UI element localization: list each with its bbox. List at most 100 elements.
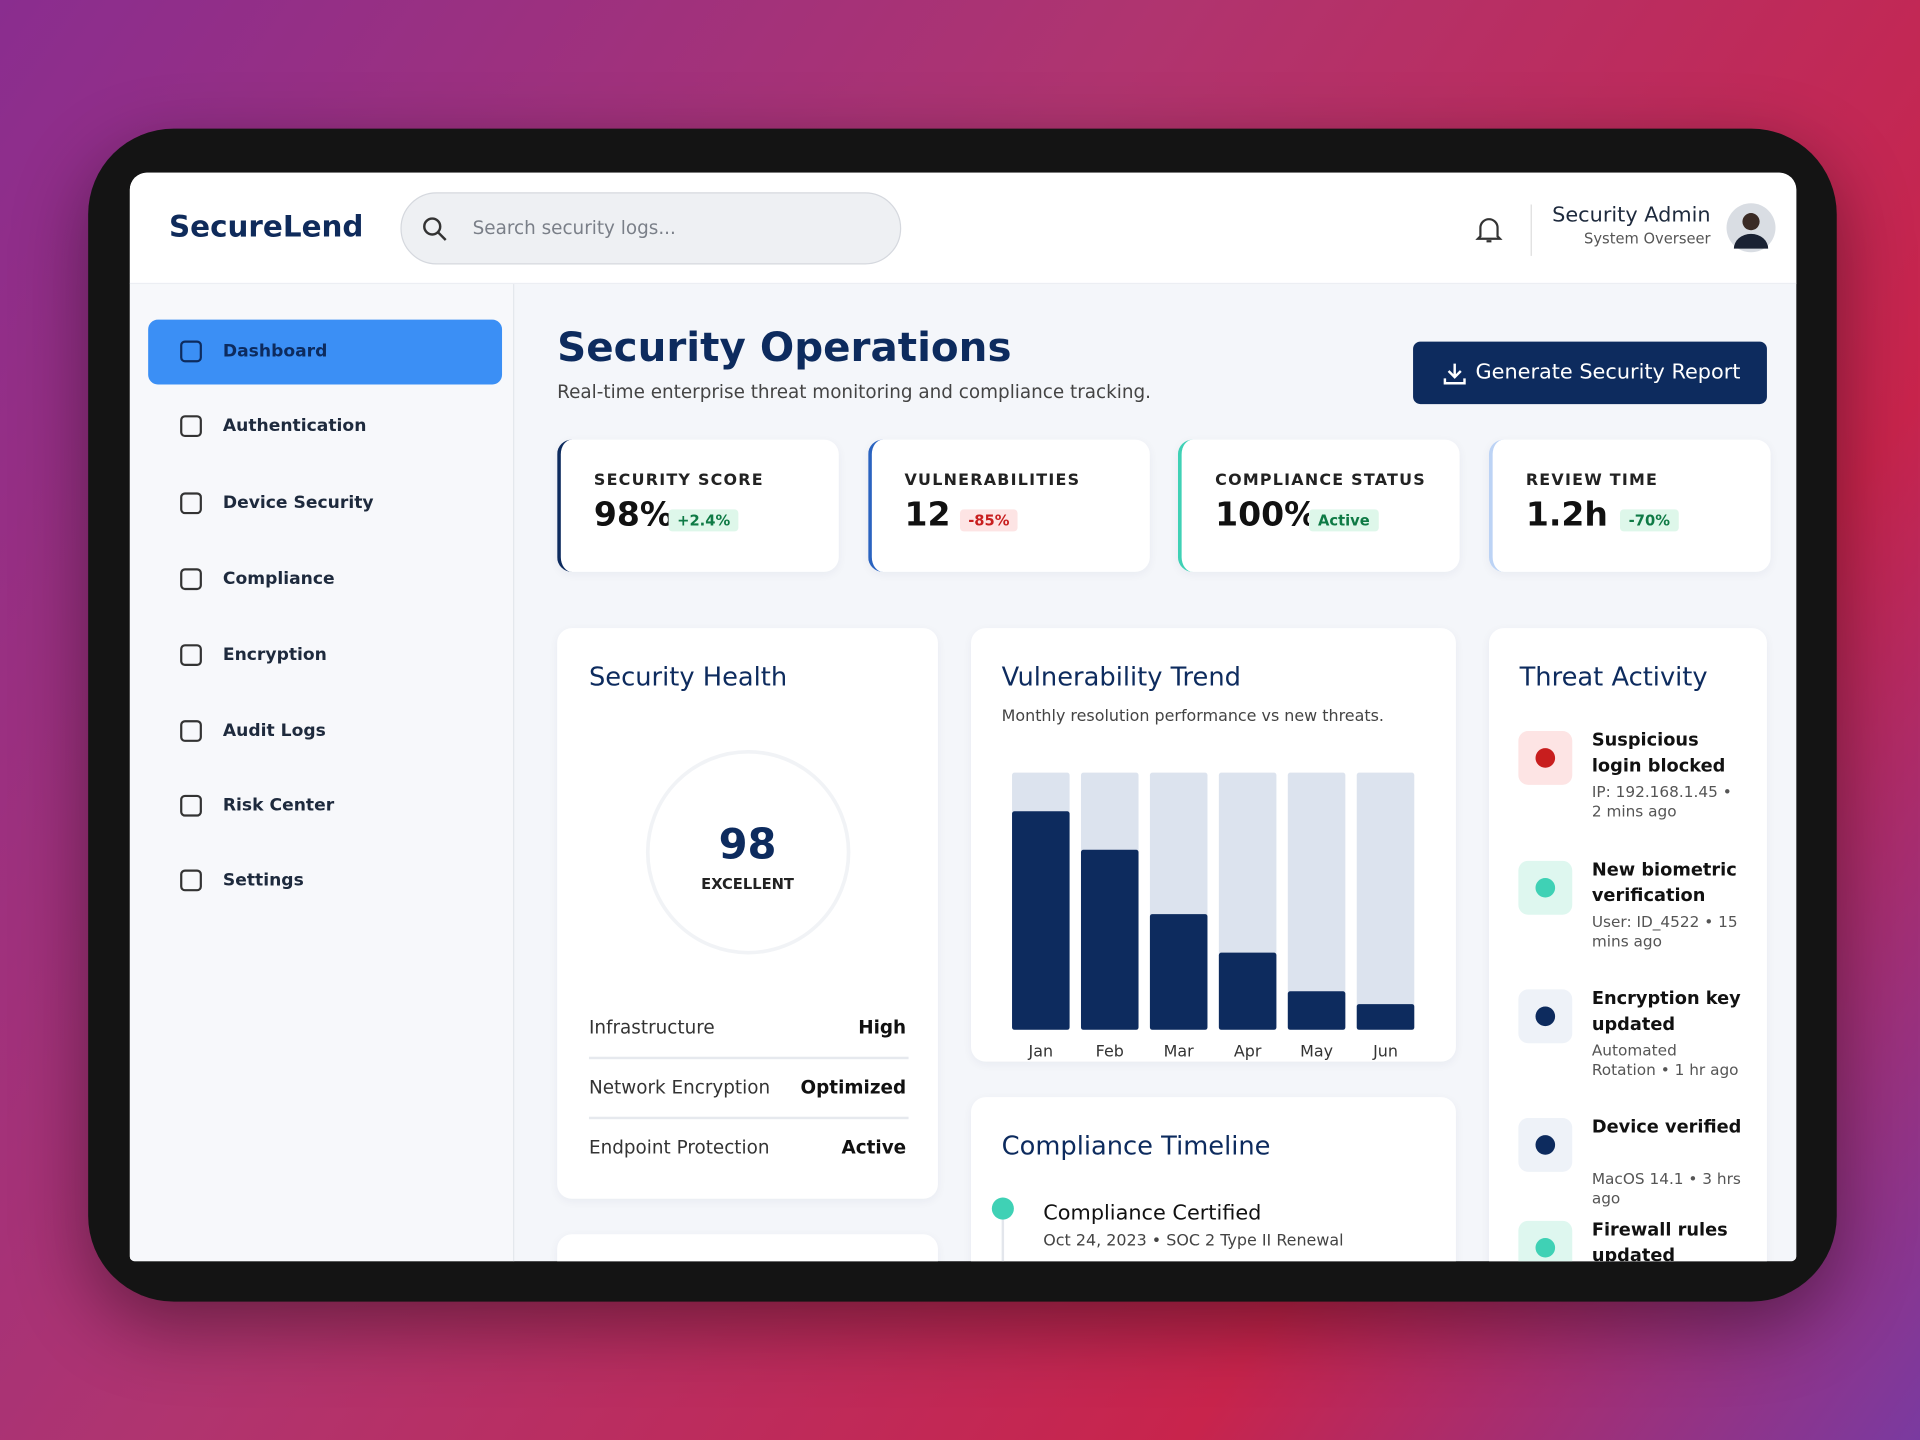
icon-dot xyxy=(1535,1135,1556,1155)
kpi-label: VULNERABILITIES xyxy=(904,471,1081,490)
x-tick-label: Apr xyxy=(1234,1042,1262,1061)
search-placeholder: Search security logs... xyxy=(472,216,676,239)
nav-icon xyxy=(180,340,202,363)
icon-shape xyxy=(180,340,202,363)
kpi-card: SECURITY SCORE 98% +2.4% xyxy=(557,439,839,572)
page-title: Security Operations xyxy=(557,323,1012,372)
icon-dot xyxy=(1535,1237,1556,1258)
icon-dot xyxy=(1535,1006,1556,1027)
compliance-timeline-panel: Compliance Timeline Compliance Certified… xyxy=(971,1097,1456,1262)
logo[interactable]: SecureLend xyxy=(168,209,364,244)
health-label: Infrastructure xyxy=(588,1016,715,1039)
bar xyxy=(1287,991,1346,1030)
threat-detail: User: ID_4522 • 15 mins ago xyxy=(1591,912,1738,951)
sidebar: Dashboard Authentication Device Security Co… xyxy=(129,284,515,1262)
nav-label: Settings xyxy=(222,870,304,891)
security-health-panel: Security Health 98 EXCELLENT Infrastruct… xyxy=(557,628,938,1199)
score-ring xyxy=(645,750,851,955)
threat-title: Suspicious login blocked xyxy=(1591,731,1726,777)
row-divider xyxy=(588,1116,909,1120)
nav-item[interactable]: Dashboard xyxy=(148,319,503,385)
x-tick-label: Mar xyxy=(1164,1042,1194,1061)
nav-icon xyxy=(180,869,202,892)
kpi-card: COMPLIANCE STATUS 100% Active xyxy=(1178,439,1461,572)
timeline-title: Compliance Certified xyxy=(1043,1201,1262,1226)
panel-title: Security Health xyxy=(588,662,788,692)
nav-icon xyxy=(180,492,202,515)
kpi-change: -70% xyxy=(1620,509,1679,532)
icon-glyph xyxy=(1535,1237,1556,1258)
nav-label: Device Security xyxy=(222,493,374,514)
nav-label: Compliance xyxy=(222,569,335,589)
nav-icon xyxy=(180,720,202,742)
x-tick-label: May xyxy=(1300,1042,1333,1061)
threat-icon xyxy=(1518,731,1573,785)
threat-icon xyxy=(1518,1117,1573,1172)
bell-icon[interactable] xyxy=(1475,216,1503,245)
health-status: High xyxy=(858,1016,907,1039)
score: 98 xyxy=(718,820,777,870)
report-button[interactable]: Generate Security Report xyxy=(1413,341,1767,405)
nav-item[interactable]: Audit Logs xyxy=(148,699,502,764)
nav-item[interactable]: Compliance xyxy=(148,547,502,612)
kpi-card: VULNERABILITIES 12 -85% xyxy=(867,439,1150,572)
nav-label: Risk Center xyxy=(222,795,335,816)
threat-title: Encryption key updated xyxy=(1591,989,1741,1035)
nav-icon xyxy=(180,794,202,817)
lower-panel xyxy=(557,1234,938,1262)
kpi-value: 12 xyxy=(904,495,951,534)
icon-glyph xyxy=(1535,748,1556,768)
bar xyxy=(1149,914,1208,1030)
kpi-change: -85% xyxy=(959,509,1019,532)
kpi-change: +2.4% xyxy=(668,509,739,532)
kpi-label: REVIEW TIME xyxy=(1525,471,1659,490)
header: SecureLend Search security logs... Secur… xyxy=(129,172,1797,285)
nav-item[interactable]: Authentication xyxy=(148,394,502,459)
nav-icon xyxy=(180,644,202,667)
row-divider xyxy=(588,1056,909,1060)
kpi-value: 1.2h xyxy=(1525,495,1608,534)
download-icon xyxy=(1443,363,1466,385)
avatar[interactable] xyxy=(1725,202,1776,253)
threat-icon xyxy=(1518,989,1573,1044)
kpi-label: COMPLIANCE STATUS xyxy=(1215,471,1426,490)
page-subtitle: Real-time enterprise threat monitoring a… xyxy=(557,380,1152,403)
bar xyxy=(1012,811,1070,1030)
nav-item[interactable]: Risk Center xyxy=(148,774,502,839)
icon-shape xyxy=(180,869,202,892)
search-box[interactable]: Search security logs... xyxy=(400,192,902,265)
bar-chart: Jan Feb Mar Apr May Jun xyxy=(1012,772,1415,1061)
health-status: Active xyxy=(841,1136,907,1159)
timeline-dot xyxy=(991,1197,1014,1220)
timeline-detail: Oct 24, 2023 • SOC 2 Type II Renewal xyxy=(1043,1231,1344,1251)
kpi-change: Active xyxy=(1309,509,1379,532)
kpi-value: 98% xyxy=(593,495,674,534)
button-label: Generate Security Report xyxy=(1475,360,1741,385)
screen: SecureLend Search security logs... Secur… xyxy=(129,172,1797,1262)
nav-label: Authentication xyxy=(222,416,367,436)
nav-item[interactable]: Device Security xyxy=(148,471,502,536)
nav-label: Audit Logs xyxy=(222,721,326,741)
nav-item[interactable]: Settings xyxy=(148,849,502,914)
threat-title: Device verified xyxy=(1591,1117,1742,1138)
search-icon xyxy=(423,217,447,241)
health-label: Endpoint Protection xyxy=(588,1136,770,1159)
nav-icon xyxy=(180,415,202,438)
bar xyxy=(1356,1004,1415,1030)
x-tick-label: Feb xyxy=(1096,1042,1124,1061)
threat-detail: Automated Rotation • 1 hr ago xyxy=(1591,1040,1739,1079)
chart-title: Vulnerability Trend xyxy=(1001,662,1241,692)
bar-track xyxy=(1356,772,1415,1030)
threat-detail: MacOS 14.1 • 3 hrs ago xyxy=(1591,1169,1741,1208)
kpi-label: SECURITY SCORE xyxy=(593,471,764,490)
health-status: Optimized xyxy=(800,1076,907,1099)
threat-icon xyxy=(1518,860,1573,915)
icon-shape xyxy=(180,794,202,817)
chart-subtitle: Monthly resolution performance vs new th… xyxy=(1001,707,1384,727)
threat-icon xyxy=(1518,1220,1573,1262)
threat-title: Firewall rules updated xyxy=(1591,1220,1728,1262)
rating: EXCELLENT xyxy=(701,875,794,893)
bar-track xyxy=(1287,772,1346,1030)
nav-item[interactable]: Encryption xyxy=(148,623,502,688)
